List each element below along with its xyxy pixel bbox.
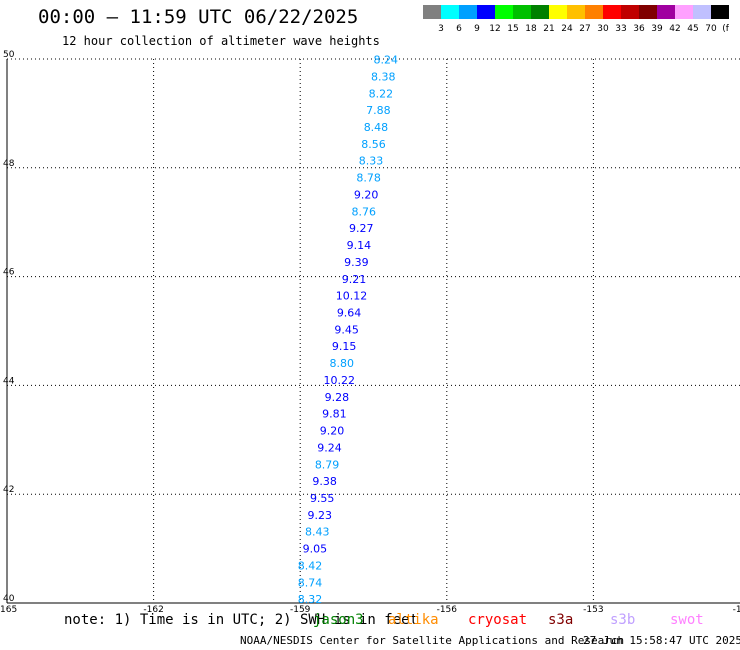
legend-label-14: 45: [687, 24, 698, 34]
data-point-0-24: 9.20: [354, 188, 379, 201]
x-tick-label-1: -162: [143, 605, 163, 615]
legend-label-9: 30: [597, 24, 609, 34]
y-tick-label-0: 40: [3, 594, 15, 604]
legend-label-4: 15: [507, 24, 518, 34]
x-tick-label-5: -15: [733, 605, 740, 615]
legend-swatch-12: [639, 5, 657, 19]
data-point-0-18: 10.12: [336, 290, 368, 303]
data-point-0-26: 8.33: [359, 155, 384, 168]
legend-swatch-8: [567, 5, 585, 19]
data-point-0-2: 8.42: [298, 559, 323, 572]
legend-label-12: 39: [651, 24, 663, 34]
data-point-0-6: 9.55: [310, 492, 335, 505]
data-point-0-15: 9.15: [332, 340, 357, 353]
data-point-0-20: 9.39: [344, 256, 369, 269]
data-point-0-27: 8.56: [361, 138, 386, 151]
legend-swatch-14: [675, 5, 693, 19]
data-point-0-19: 9.21: [342, 273, 367, 286]
legend-label-0: 3: [438, 24, 444, 34]
data-point-0-22: 9.27: [349, 222, 374, 235]
legend-label-16: (ft): [722, 24, 729, 34]
data-point-0-3: 9.05: [303, 543, 328, 556]
data-point-0-4: 8.43: [305, 526, 330, 539]
data-point-0-5: 9.23: [307, 509, 332, 522]
data-point-0-9: 9.24: [317, 441, 342, 454]
data-point-0-8: 8.79: [315, 458, 340, 471]
data-point-0-1: 8.74: [298, 576, 323, 589]
y-tick-label-2: 44: [3, 376, 15, 386]
legend-label-6: 21: [543, 24, 554, 34]
legend-label-1: 6: [456, 24, 462, 34]
legend-swatch-9: [585, 5, 603, 19]
generation-timestamp: 27 Jun 15:58:47 UTC 2025: [583, 634, 740, 647]
mission-label-s3a: s3a: [548, 612, 574, 628]
data-point-0-13: 10.22: [324, 374, 356, 387]
x-tick-label-2: -159: [290, 605, 311, 615]
legend-swatch-10: [603, 5, 621, 19]
legend-swatch-16: [711, 5, 729, 19]
data-point-0-11: 9.81: [322, 408, 347, 421]
y-tick-label-5: 50: [3, 50, 15, 60]
x-tick-label-3: -156: [437, 605, 458, 615]
legend-swatch-11: [621, 5, 639, 19]
x-tick-label-4: -153: [583, 605, 603, 615]
legend-swatch-7: [549, 5, 567, 19]
y-tick-label-3: 46: [3, 268, 15, 278]
data-point-0-17: 9.64: [337, 307, 362, 320]
mission-label-s3b: s3b: [610, 612, 636, 628]
y-tick-label-4: 48: [3, 159, 15, 169]
data-point-0-30: 8.22: [369, 87, 394, 100]
y-tick-label-1: 42: [3, 485, 14, 495]
legend-label-15: 70: [705, 24, 717, 34]
mission-label-altika: altika: [388, 612, 439, 628]
credit-line: NOAA/NESDIS Center for Satellite Applica…: [240, 634, 625, 647]
data-point-0-14: 8.80: [329, 357, 354, 370]
legend-label-3: 12: [489, 24, 500, 34]
legend-label-2: 9: [474, 24, 480, 34]
chart-title: 00:00 – 11:59 UTC 06/22/2025: [38, 6, 359, 28]
legend-swatch-5: [513, 5, 531, 19]
x-tick-label-0: -165: [0, 605, 17, 615]
data-point-0-21: 9.14: [347, 239, 372, 252]
legend-label-11: 36: [633, 24, 645, 34]
legend-swatch-2: [459, 5, 477, 19]
chart-subtitle: 12 hour collection of altimeter wave hei…: [62, 34, 380, 48]
data-point-0-10: 9.20: [320, 425, 345, 438]
legend-label-7: 24: [561, 24, 573, 34]
legend-label-8: 27: [579, 24, 590, 34]
legend-swatch-1: [441, 5, 459, 19]
mission-label-jason3: jason3: [313, 612, 364, 628]
legend-swatch-6: [531, 5, 549, 19]
legend-label-13: 42: [669, 24, 680, 34]
data-point-0-16: 9.45: [334, 323, 359, 336]
data-point-0-25: 8.78: [356, 172, 381, 185]
data-point-0-23: 8.76: [351, 205, 376, 218]
legend-swatch-3: [477, 5, 495, 19]
data-point-0-31: 8.38: [371, 70, 396, 83]
legend-swatch-13: [657, 5, 675, 19]
legend-swatch-0: [423, 5, 441, 19]
data-point-0-12: 9.28: [325, 391, 350, 404]
data-point-0-0: 8.32: [298, 593, 323, 606]
legend-label-10: 33: [615, 24, 626, 34]
mission-label-swot: swot: [670, 612, 704, 628]
legend-swatch-4: [495, 5, 513, 19]
data-point-0-7: 9.38: [312, 475, 337, 488]
data-point-0-29: 7.88: [366, 104, 391, 117]
data-point-0-28: 8.48: [364, 121, 389, 134]
legend-swatch-15: [693, 5, 711, 19]
data-point-0-32: 8.24: [373, 54, 398, 67]
footer-note: note: 1) Time is in UTC; 2) SWH is in fe…: [64, 612, 419, 628]
mission-label-cryosat: cryosat: [468, 612, 528, 628]
legend-label-5: 18: [525, 24, 537, 34]
